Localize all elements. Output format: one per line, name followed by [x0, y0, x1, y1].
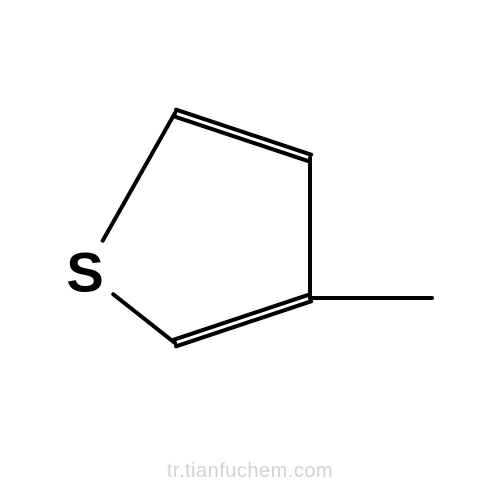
atom-S: S [66, 240, 103, 305]
watermark-text: tr.tianfuchem.com [167, 460, 333, 483]
bond-C4-C5 [174, 110, 311, 162]
bond-C2-C3 [174, 295, 311, 347]
bond-S-C5 [103, 113, 175, 241]
bond-S-C2 [113, 294, 175, 343]
molecule-canvas: S tr.tianfuchem.com [0, 0, 500, 500]
